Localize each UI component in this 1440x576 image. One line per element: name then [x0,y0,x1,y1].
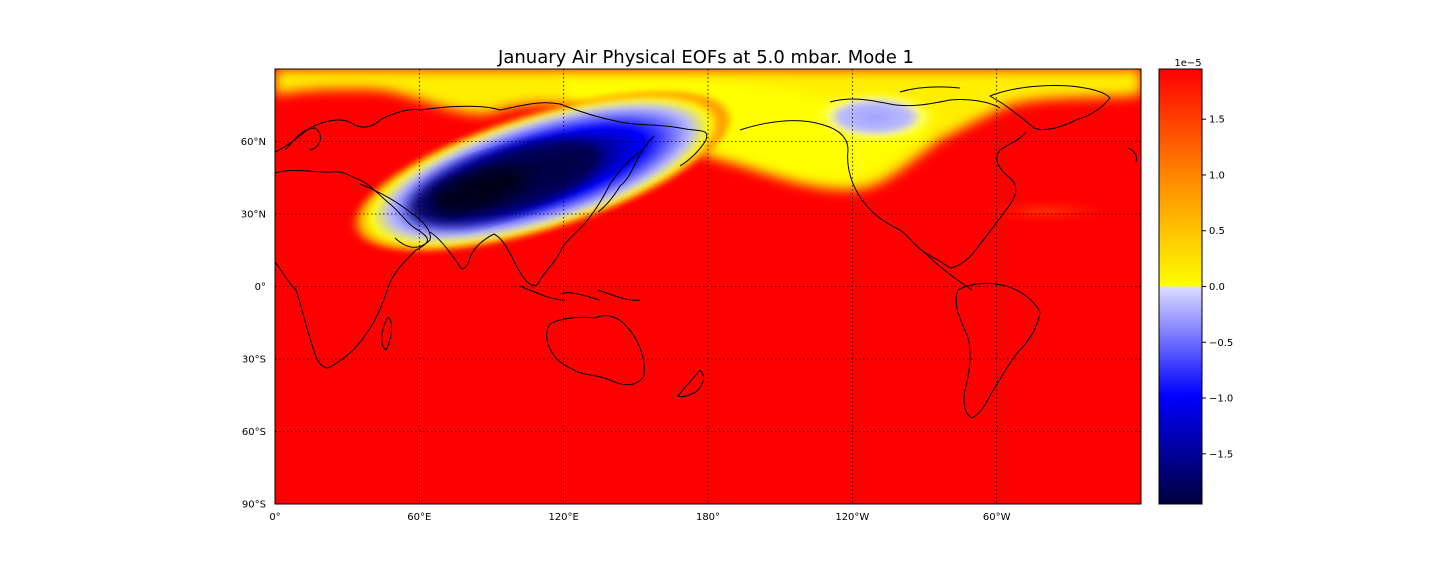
colorbar-tick-label: 0.0 [1209,282,1225,293]
colorbar-tick-label: −1.0 [1209,394,1233,405]
longitude-label: 120°E [548,512,578,523]
latitude-label: 90°S [242,500,266,511]
canada-weak-negative [810,91,940,143]
latitude-label: 0° [255,282,266,293]
colorbar-tick-label: 1.0 [1209,170,1225,181]
latitude-labels: 60°N 30°N 0° 30°S 60°S 90°S [241,137,266,511]
colorbar-tick-label: 0.5 [1209,226,1225,237]
latitude-label: 30°N [241,210,266,221]
longitude-label: 180° [696,512,720,523]
colorbar-tick-label: −1.5 [1209,449,1233,460]
map-frame [274,68,1142,505]
graticule [275,69,1141,504]
latitude-label: 60°S [242,427,266,438]
colorbar-gradient [1158,68,1203,505]
latitude-label: 30°S [242,355,266,366]
longitude-label: 120°W [835,512,869,523]
colorbar-exponent: 1e−5 [1174,58,1201,69]
map-panel [275,69,1141,504]
longitude-label: 60°E [407,512,431,523]
colorbar-ticks: 1.5 1.0 0.5 0.0 −0.5 −1.0 −1.5 [1202,115,1233,460]
latitude-label: 60°N [241,137,266,148]
asia-negative-anomaly [347,90,733,254]
colorbar: 1e−5 1.5 1.0 0.5 0.0 −0.5 −1.0 −1.5 [1158,58,1233,505]
coastlines [275,85,1137,419]
colorbar-tick-label: −0.5 [1209,338,1233,349]
colorbar-tick-label: 1.5 [1209,115,1225,126]
longitude-label: 0° [269,512,280,523]
longitude-labels: 0° 60°E 120°E 180° 120°W 60°W [269,512,1010,523]
longitude-label: 60°W [983,512,1011,523]
chart-title: January Air Physical EOFs at 5.0 mbar. M… [497,47,914,68]
atlantic-slight-dip [965,198,1125,224]
